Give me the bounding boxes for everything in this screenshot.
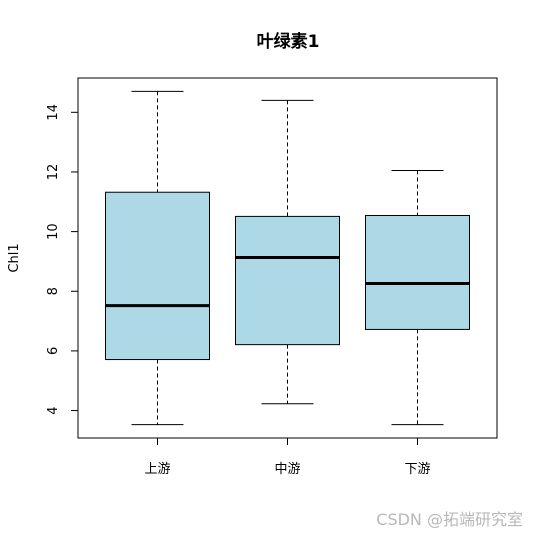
box xyxy=(105,191,210,361)
box xyxy=(365,214,470,330)
chart-title: 叶绿素1 xyxy=(257,31,320,52)
y-axis-label: Chl1 xyxy=(7,243,22,272)
y-tick-label: 10 xyxy=(46,223,61,240)
box xyxy=(235,215,340,346)
y-tick-label: 4 xyxy=(46,406,61,414)
x-tick-label: 中游 xyxy=(274,462,300,477)
y-tick-label: 14 xyxy=(46,104,61,121)
x-tick-label: 上游 xyxy=(144,462,170,477)
watermark: CSDN @拓端研究室 xyxy=(376,510,523,529)
x-tick-label: 下游 xyxy=(404,462,430,477)
y-tick-label: 6 xyxy=(46,347,61,355)
y-tick-label: 8 xyxy=(46,287,61,295)
y-tick-label: 12 xyxy=(46,164,61,181)
